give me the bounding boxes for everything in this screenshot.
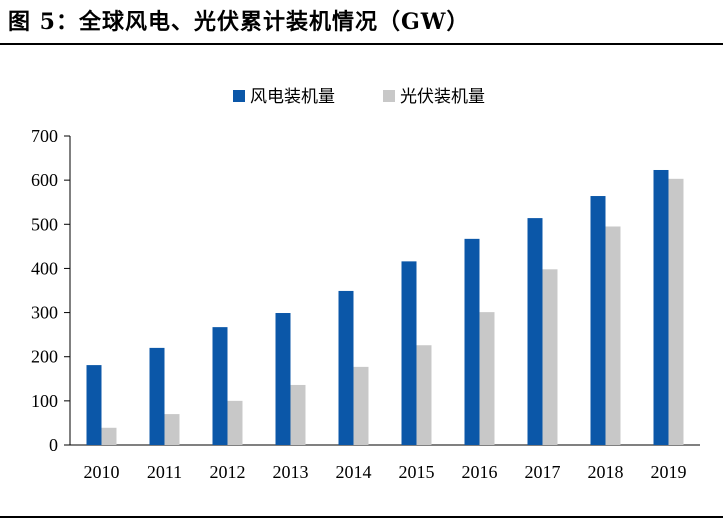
bar-wind [590, 196, 606, 445]
bar-solar [101, 427, 117, 445]
title-divider [0, 43, 723, 45]
bar-wind [338, 290, 354, 445]
y-tick-label: 700 [31, 126, 58, 146]
bar-wind [653, 169, 669, 446]
bar-solar [353, 366, 369, 445]
figure-title: 图 5：全球风电、光伏累计装机情况（GW） [8, 9, 470, 35]
x-tick-label: 2015 [399, 462, 435, 482]
bar-solar [227, 400, 243, 445]
x-tick-label: 2017 [525, 462, 561, 482]
bar-wind [464, 238, 480, 445]
bar-wind [86, 365, 102, 445]
y-tick-label: 600 [31, 170, 58, 190]
x-tick-label: 2010 [84, 462, 120, 482]
x-tick-label: 2011 [147, 462, 182, 482]
legend-swatch [383, 90, 395, 102]
y-tick-label: 0 [49, 435, 58, 455]
bar-wind [401, 261, 417, 445]
bottom-divider [0, 516, 723, 518]
y-tick-label: 100 [31, 391, 58, 411]
bar-wind [527, 218, 543, 445]
y-tick-label: 500 [31, 214, 58, 234]
x-axis: 2010 2011 2012 2013 2014 2015 2016 2017 2018 2019 [70, 444, 700, 482]
x-tick-label: 2019 [651, 462, 687, 482]
bar-solar [479, 312, 495, 445]
chart-legend: 风电装机量 光伏装机量 [233, 87, 485, 107]
bar-solar [416, 345, 432, 445]
legend-label: 风电装机量 [250, 87, 335, 107]
bars [86, 169, 684, 446]
x-tick-label: 2018 [588, 462, 624, 482]
y-tick-label: 300 [31, 303, 58, 323]
x-tick-label: 2016 [462, 462, 498, 482]
y-tick-label: 400 [31, 258, 58, 278]
bar-wind [212, 327, 228, 445]
bar-solar [290, 384, 306, 445]
x-tick-label: 2014 [336, 462, 372, 482]
bar-solar [668, 178, 684, 445]
bar-solar [164, 414, 180, 445]
y-tick-label: 200 [31, 347, 58, 367]
bar-wind [149, 347, 165, 445]
legend-swatch [233, 90, 245, 102]
y-axis: 0 100 200 300 400 500 600 700 [31, 126, 71, 455]
legend-label: 光伏装机量 [400, 87, 485, 107]
bar-wind [275, 313, 291, 445]
x-tick-label: 2012 [210, 462, 246, 482]
bar-solar [605, 226, 621, 445]
bar-solar [542, 269, 558, 445]
x-tick-label: 2013 [273, 462, 309, 482]
